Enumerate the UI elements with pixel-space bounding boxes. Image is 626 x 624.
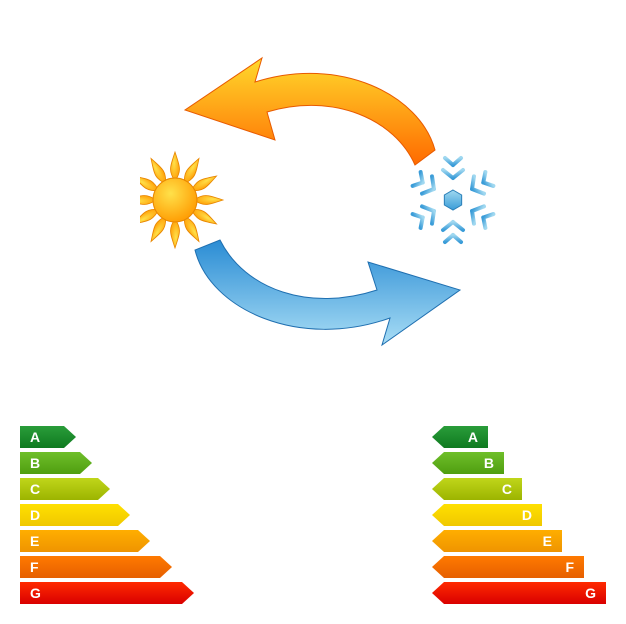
energy-bar-g: G	[20, 582, 194, 604]
energy-bar-f: F	[20, 556, 172, 578]
energy-rating-chart-right: ABCDEFG	[432, 426, 606, 604]
energy-bar-a: A	[432, 426, 488, 448]
energy-bar-a: A	[20, 426, 76, 448]
energy-bar-label: B	[484, 455, 494, 471]
energy-bar-label: G	[585, 585, 596, 601]
energy-bar-label: A	[468, 429, 478, 445]
snowflake-icon	[412, 158, 495, 242]
energy-bar-label: A	[30, 429, 40, 445]
heat-cool-cycle-diagram	[140, 40, 500, 360]
energy-bar-label: G	[30, 585, 41, 601]
hot-arrow-icon	[185, 58, 435, 165]
infographic-canvas: ABCDEFG ABCDEFG	[0, 0, 626, 624]
energy-bar-label: F	[30, 559, 39, 575]
energy-bar-g: G	[432, 582, 606, 604]
energy-bar-label: D	[30, 507, 40, 523]
energy-bar-e: E	[20, 530, 150, 552]
energy-bar-label: C	[30, 481, 40, 497]
sun-icon	[140, 152, 223, 248]
cold-arrow-icon	[195, 240, 460, 345]
energy-bar-label: D	[522, 507, 532, 523]
energy-bar-c: C	[20, 478, 110, 500]
energy-bar-b: B	[432, 452, 504, 474]
cycle-svg	[140, 40, 500, 360]
energy-bar-c: C	[432, 478, 522, 500]
energy-bar-label: E	[543, 533, 552, 549]
energy-bar-f: F	[432, 556, 584, 578]
energy-rating-chart-left: ABCDEFG	[20, 426, 194, 604]
energy-bar-label: E	[30, 533, 39, 549]
energy-bar-label: B	[30, 455, 40, 471]
energy-bar-d: D	[20, 504, 130, 526]
energy-bar-label: F	[565, 559, 574, 575]
energy-bar-b: B	[20, 452, 92, 474]
energy-bar-label: C	[502, 481, 512, 497]
energy-bar-e: E	[432, 530, 562, 552]
energy-bar-d: D	[432, 504, 542, 526]
